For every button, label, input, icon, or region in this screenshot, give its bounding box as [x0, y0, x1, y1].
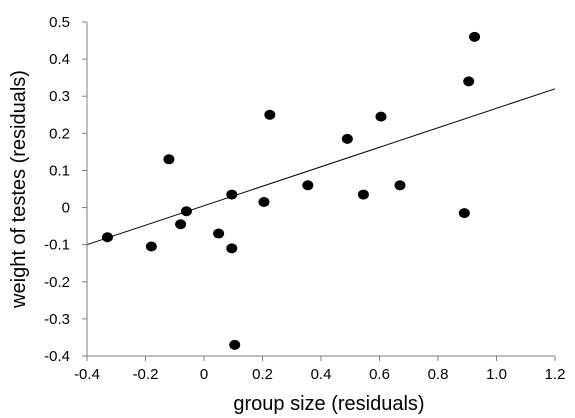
data-point [101, 232, 113, 243]
y-axis-label: weight of testes (residuals) [8, 70, 30, 309]
data-point [226, 243, 238, 254]
y-tick-label: 0.1 [49, 162, 70, 179]
y-tick-label: 0.2 [49, 125, 70, 142]
y-tick-label: 0.4 [49, 51, 70, 68]
x-ticks: -0.4 -0.2 0 0.2 0.4 0.6 0.8 1.0 1.2 [74, 356, 565, 383]
x-tick-label: 0.6 [369, 366, 390, 383]
y-tick-label: -0.1 [44, 237, 70, 254]
y-tick-label: 0.5 [49, 14, 70, 31]
x-tick-label: -0.2 [133, 366, 159, 383]
data-point [229, 339, 241, 350]
data-point [180, 206, 192, 217]
x-tick-label: -0.4 [74, 366, 100, 383]
trendline [86, 88, 556, 246]
x-tick-label: 1.0 [486, 366, 507, 383]
x-tick-label: 0.8 [428, 366, 449, 383]
y-tick-label: -0.4 [44, 348, 70, 365]
x-tick-label: 0.4 [311, 366, 332, 383]
data-point [213, 228, 225, 239]
y-tick-label: -0.2 [44, 274, 70, 291]
points-layer [101, 31, 481, 350]
data-point [226, 189, 238, 200]
y-tick-label: 0 [62, 200, 70, 217]
x-tick-label: 1.2 [545, 366, 566, 383]
x-tick-label: 0.2 [252, 366, 273, 383]
trendline-layer [86, 88, 556, 246]
x-axis-label: group size (residuals) [233, 393, 424, 415]
data-point [458, 208, 470, 219]
data-point [357, 189, 369, 200]
data-point [145, 241, 157, 252]
y-tick-label: -0.3 [44, 311, 70, 328]
y-tick-label: 0.3 [49, 88, 70, 105]
data-point [463, 76, 475, 87]
axes-layer [86, 22, 555, 357]
data-point [175, 219, 187, 230]
data-point [258, 196, 270, 207]
data-point [469, 31, 481, 42]
data-point [302, 180, 314, 191]
y-ticks: -0.4 -0.3 -0.2 -0.1 0 0.1 0.2 0.3 0.4 0.5 [44, 14, 87, 365]
data-point [264, 109, 276, 120]
data-point [341, 133, 353, 144]
data-point [163, 154, 175, 165]
data-point [375, 111, 387, 122]
x-tick-label: 0 [200, 366, 208, 383]
data-point [394, 180, 406, 191]
